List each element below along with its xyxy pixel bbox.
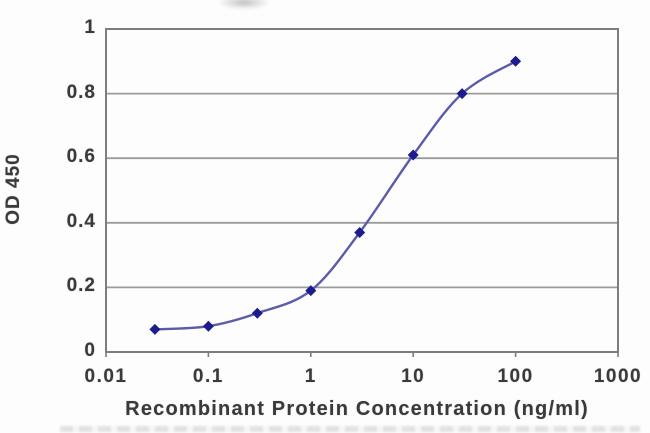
data-point-marker	[354, 227, 366, 238]
y-tick-label: 0.2	[66, 275, 96, 297]
y-tick-label: 0.8	[66, 81, 96, 103]
data-point-marker	[456, 88, 468, 100]
y-tick-label: 1	[84, 17, 96, 38]
x-tick-label: 100	[497, 366, 534, 387]
x-axis-title: Recombinant Protein Concentration (ng/ml…	[125, 398, 589, 420]
x-tick-label: 0.1	[192, 366, 224, 387]
y-tick-label: 0.6	[66, 146, 96, 168]
data-point-marker	[510, 55, 522, 67]
data-point-marker	[202, 320, 214, 332]
data-point-marker	[407, 149, 419, 161]
series-line	[154, 60, 517, 331]
x-tick-label: 0.01	[84, 366, 128, 387]
x-tick-label: 1	[304, 366, 317, 387]
jpeg-smudge	[220, 0, 268, 9]
data-point-marker	[251, 307, 263, 319]
jpeg-artifact-strip	[60, 426, 640, 432]
y-tick-label: 0.4	[66, 210, 96, 232]
y-tick-label: 0	[84, 340, 96, 361]
data-point-marker	[305, 285, 317, 297]
x-tick-label: 10	[401, 366, 426, 387]
plot-border	[105, 28, 619, 353]
y-axis-title: OD 450	[3, 153, 24, 225]
x-tick-label: 1000	[593, 366, 643, 387]
data-point-marker	[149, 323, 161, 335]
